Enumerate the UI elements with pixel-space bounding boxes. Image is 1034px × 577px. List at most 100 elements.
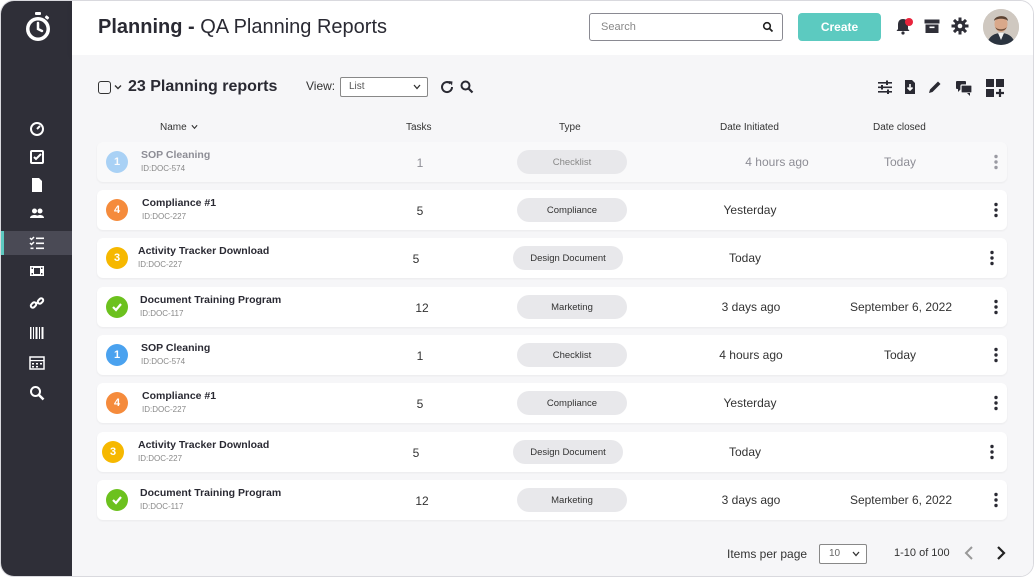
archive-icon[interactable]: [923, 17, 941, 35]
more-options-icon[interactable]: [989, 250, 995, 266]
more-options-icon[interactable]: [993, 299, 999, 315]
table-row[interactable]: 4 Compliance #1 ID:DOC-227 5 Compliance Yeste…: [97, 383, 1007, 423]
sidebar-item-users[interactable]: [1, 201, 72, 225]
task-count: 12: [415, 494, 429, 508]
report-name[interactable]: Document Training Program: [140, 294, 282, 306]
more-options-icon[interactable]: [993, 347, 999, 363]
view-label: View:: [306, 79, 336, 93]
table-row[interactable]: 3 Activity Tracker Download ID:DOC-227 5 Des…: [97, 432, 1007, 472]
date-closed: September 6, 2022: [849, 493, 953, 507]
table-row[interactable]: 3 Activity Tracker Download ID:DOC-227 5 Des…: [97, 238, 1007, 278]
sidebar-item-dashboard[interactable]: [1, 117, 72, 141]
more-options-icon[interactable]: [993, 492, 999, 508]
task-count: 5: [412, 446, 420, 460]
sidebar-item-planning[interactable]: [1, 231, 72, 255]
date-initiated: Today: [728, 445, 762, 459]
sidebar-item-links[interactable]: [1, 291, 72, 315]
view-select[interactable]: List: [340, 77, 428, 97]
report-name[interactable]: SOP Cleaning: [141, 342, 211, 354]
page-title-section: Planning -: [98, 16, 195, 38]
top-header: Planning - QA Planning Reports Create: [72, 1, 1033, 55]
report-id: ID:DOC-227: [138, 260, 183, 269]
report-id: ID:DOC-574: [141, 164, 186, 173]
tasks-icon: [30, 150, 44, 164]
status-badge: 4: [106, 392, 128, 414]
status-badge: 1: [106, 151, 128, 173]
date-initiated: 3 days ago: [721, 300, 781, 314]
refresh-icon[interactable]: [439, 79, 455, 95]
stopwatch-logo-icon[interactable]: [23, 11, 53, 43]
type-pill: Marketing: [517, 295, 627, 319]
report-id: ID:DOC-227: [142, 405, 187, 414]
date-initiated: 3 days ago: [721, 493, 781, 507]
edit-pencil-icon[interactable]: [927, 79, 943, 95]
status-badge: 3: [106, 247, 128, 269]
more-options-icon[interactable]: [993, 202, 999, 218]
date-initiated: 4 hours ago: [745, 155, 809, 169]
sidebar-item-documents[interactable]: [1, 173, 72, 197]
view-select-value: List: [349, 81, 365, 92]
table-row[interactable]: Document Training Program ID:DOC-117 12 Mar…: [97, 480, 1007, 520]
search-icon[interactable]: [459, 79, 475, 95]
column-header-type[interactable]: Type: [559, 122, 581, 133]
sidebar-item-calendar[interactable]: [1, 351, 72, 375]
chevron-left-icon[interactable]: [962, 544, 976, 562]
more-options-icon[interactable]: [989, 444, 995, 460]
avatar-portrait-icon: [983, 9, 1019, 45]
search-input[interactable]: [590, 14, 750, 40]
report-id: ID:DOC-227: [142, 212, 187, 221]
completed-check-icon: [106, 489, 128, 511]
date-initiated: Today: [728, 251, 762, 265]
chevron-down-icon[interactable]: [114, 83, 122, 91]
search-box: [589, 13, 783, 41]
chat-icon[interactable]: [955, 79, 973, 97]
report-name[interactable]: SOP Cleaning: [141, 149, 211, 161]
sidebar: [1, 1, 72, 576]
column-header-name[interactable]: Name: [160, 122, 199, 133]
task-count: 5: [412, 252, 420, 266]
sidebar-item-search[interactable]: [1, 381, 72, 405]
sidebar-item-tasks[interactable]: [1, 145, 72, 169]
column-header-tasks[interactable]: Tasks: [406, 122, 432, 133]
check-icon: [112, 303, 122, 312]
page-title: Planning - QA Planning Reports: [98, 16, 387, 39]
barcode-icon: [30, 327, 44, 339]
search-icon[interactable]: [762, 21, 774, 33]
more-options-icon[interactable]: [993, 154, 999, 170]
links-icon: [29, 297, 45, 309]
planning-icon: [29, 236, 44, 250]
dashboard-icon: [30, 122, 44, 136]
report-name[interactable]: Compliance #1: [142, 197, 217, 209]
table-row[interactable]: 1 SOP Cleaning ID:DOC-574 1 Checklist 4 hours…: [97, 335, 1007, 375]
date-closed: Today: [883, 155, 917, 169]
report-name[interactable]: Compliance #1: [142, 390, 217, 402]
report-name[interactable]: Activity Tracker Download: [138, 245, 270, 257]
task-count: 1: [416, 156, 424, 170]
completed-check-icon: [106, 296, 128, 318]
status-badge: 1: [106, 344, 128, 366]
report-id: ID:DOC-117: [140, 502, 184, 511]
select-all-checkbox[interactable]: [98, 80, 111, 94]
table-row[interactable]: Document Training Program ID:DOC-117 12 Mar…: [97, 287, 1007, 327]
sidebar-item-barcode[interactable]: [1, 321, 72, 345]
report-name[interactable]: Document Training Program: [140, 487, 282, 499]
table-row[interactable]: 1 SOP Cleaning ID:DOC-574 1 Checklist 4 hours…: [97, 142, 1007, 182]
filter-sliders-icon[interactable]: [877, 79, 893, 95]
status-badge: 4: [106, 199, 128, 221]
column-header-date-closed[interactable]: Date closed: [873, 122, 926, 133]
user-avatar[interactable]: [983, 9, 1019, 45]
add-widget-icon[interactable]: [985, 78, 1005, 98]
table-row[interactable]: 4 Compliance #1 ID:DOC-227 5 Compliance Yeste…: [97, 190, 1007, 230]
column-header-date-initiated[interactable]: Date Initiated: [720, 122, 779, 133]
gear-icon[interactable]: [951, 17, 969, 35]
report-name[interactable]: Activity Tracker Download: [138, 439, 270, 451]
more-options-icon[interactable]: [993, 395, 999, 411]
report-id: ID:DOC-574: [141, 357, 186, 366]
create-button[interactable]: Create: [798, 13, 881, 41]
chevron-down-icon: [413, 84, 421, 90]
chevron-right-icon[interactable]: [994, 544, 1008, 562]
download-file-icon[interactable]: [902, 79, 918, 95]
list-toolbar: 23 Planning reports: [98, 77, 277, 97]
items-per-page-select[interactable]: 10: [819, 544, 867, 564]
sidebar-item-media[interactable]: [1, 259, 72, 283]
